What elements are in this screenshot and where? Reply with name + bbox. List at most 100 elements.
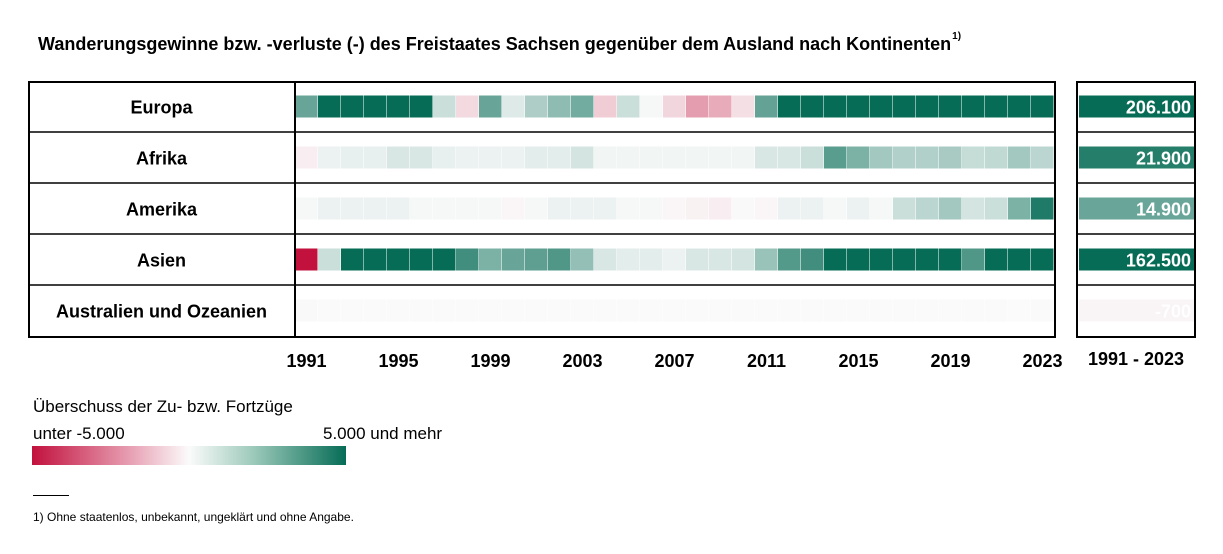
heatmap-cell xyxy=(502,146,525,169)
heatmap-cell xyxy=(709,95,732,118)
heatmap-cell xyxy=(617,197,640,220)
heatmap-cell xyxy=(778,197,801,220)
heatmap-cell xyxy=(778,95,801,118)
heatmap-cell xyxy=(686,248,709,271)
heatmap-cell xyxy=(870,299,893,322)
heatmap-cell xyxy=(847,299,870,322)
heatmap-cell xyxy=(824,248,847,271)
heatmap-cell xyxy=(456,95,479,118)
total-bar xyxy=(1079,248,1194,271)
heatmap-cell xyxy=(571,95,594,118)
heatmap-cell xyxy=(939,95,962,118)
heatmap-cell xyxy=(548,146,571,169)
heatmap-cell xyxy=(479,248,502,271)
heatmap-cell xyxy=(479,299,502,322)
heatmap-cell xyxy=(939,146,962,169)
x-tick-label: 1995 xyxy=(378,351,418,371)
heatmap-cell xyxy=(525,146,548,169)
total-value: -700 xyxy=(1155,302,1191,322)
heatmap-cell xyxy=(456,248,479,271)
totals-header: 1991 - 2023 xyxy=(1088,349,1184,369)
heatmap-cell xyxy=(502,248,525,271)
total-bar xyxy=(1079,146,1194,169)
heatmap-cell xyxy=(410,146,433,169)
heatmap-cell xyxy=(939,248,962,271)
heatmap-cell xyxy=(1008,146,1031,169)
heatmap-cell xyxy=(962,299,985,322)
heatmap-cell xyxy=(364,299,387,322)
heatmap-cell xyxy=(985,248,1008,271)
total-bar xyxy=(1079,299,1194,322)
heatmap-cell xyxy=(985,146,1008,169)
heatmap-cell xyxy=(663,146,686,169)
heatmap-cell xyxy=(709,146,732,169)
heatmap-cell xyxy=(594,248,617,271)
heatmap-cell xyxy=(778,299,801,322)
heatmap-cell xyxy=(341,299,364,322)
row-label: Europa xyxy=(130,98,193,118)
heatmap-cell xyxy=(870,146,893,169)
heatmap-cell xyxy=(893,197,916,220)
heatmap-cell xyxy=(801,146,824,169)
x-tick-label: 2015 xyxy=(838,351,878,371)
x-tick-label: 2019 xyxy=(930,351,970,371)
legend-title: Überschuss der Zu- bzw. Fortzüge xyxy=(33,397,293,416)
heatmap-cell xyxy=(847,146,870,169)
heatmap-cell xyxy=(318,146,341,169)
heatmap-cell xyxy=(939,197,962,220)
heatmap-cell xyxy=(893,95,916,118)
heatmap-cell xyxy=(916,95,939,118)
heatmap-cell xyxy=(640,248,663,271)
row-label: Asien xyxy=(137,251,186,271)
heatmap-cell xyxy=(732,197,755,220)
heatmap-cell xyxy=(893,146,916,169)
heatmap-border xyxy=(28,81,1056,338)
heatmap-cell xyxy=(456,146,479,169)
heatmap-cell xyxy=(548,95,571,118)
heatmap-cell xyxy=(916,248,939,271)
heatmap-cell xyxy=(640,95,663,118)
heatmap-cell xyxy=(295,95,318,118)
x-tick-label: 2011 xyxy=(747,351,786,371)
heatmap-cell xyxy=(801,248,824,271)
legend-color-scale xyxy=(32,446,346,465)
heatmap-cell xyxy=(962,146,985,169)
heatmap-cell xyxy=(295,197,318,220)
heatmap-cell xyxy=(479,146,502,169)
heatmap-cell xyxy=(387,146,410,169)
heatmap-cell xyxy=(870,197,893,220)
heatmap-cell xyxy=(341,197,364,220)
heatmap-cell xyxy=(732,95,755,118)
heatmap-cell xyxy=(801,95,824,118)
heatmap-cell xyxy=(755,197,778,220)
heatmap-cell xyxy=(341,95,364,118)
heatmap-cell xyxy=(824,299,847,322)
totals-column: 206.100 21.900 14.900 162.500 -700 1991 - 202… xyxy=(1076,81,1196,369)
heatmap-cell xyxy=(410,248,433,271)
legend-min-label: unter -5.000 xyxy=(33,424,125,443)
total-bar xyxy=(1079,197,1194,220)
heatmap-cell xyxy=(318,197,341,220)
heatmap-cell xyxy=(617,146,640,169)
heatmap-cell xyxy=(801,299,824,322)
heatmap-cell xyxy=(755,146,778,169)
heatmap-cell xyxy=(318,299,341,322)
heatmap-cell xyxy=(295,146,318,169)
heatmap-cell xyxy=(778,146,801,169)
heatmap-cell xyxy=(962,248,985,271)
heatmap-cell xyxy=(709,197,732,220)
total-value: 14.900 xyxy=(1136,200,1191,220)
heatmap-cell xyxy=(778,248,801,271)
total-value: 206.100 xyxy=(1126,98,1191,118)
heatmap-cell xyxy=(387,299,410,322)
heatmap-cell xyxy=(433,95,456,118)
heatmap-cell xyxy=(1031,248,1054,271)
heatmap-cell xyxy=(433,197,456,220)
heatmap-cell xyxy=(686,146,709,169)
heatmap-cell xyxy=(686,95,709,118)
heatmap-cell xyxy=(525,299,548,322)
totals-border xyxy=(1076,81,1196,338)
heatmap-cell xyxy=(341,248,364,271)
heatmap-cell xyxy=(686,197,709,220)
heatmap-cell xyxy=(502,95,525,118)
